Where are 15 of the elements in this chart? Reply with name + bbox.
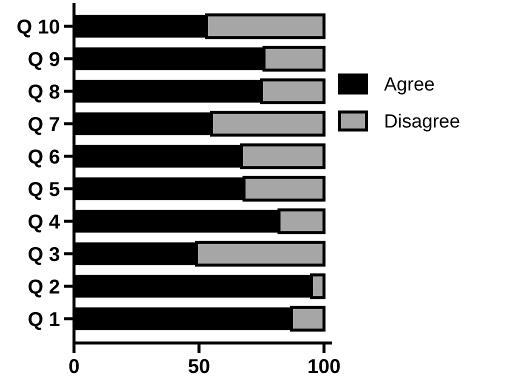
y-tick-label: Q 1	[28, 308, 60, 331]
x-tick-label: 50	[188, 356, 210, 378]
legend-label: Disagree	[384, 112, 460, 133]
y-tick-label: Q 3	[28, 244, 60, 266]
x-tick-label: 0	[68, 356, 80, 378]
y-tick-label: Q 10	[16, 16, 60, 38]
y-tick-label: Q 7	[28, 114, 60, 136]
x-tick-label: 100	[307, 356, 341, 378]
y-tick-label: Q 2	[28, 276, 60, 298]
y-tick-label: Q 9	[28, 48, 60, 71]
legend-label: Agree	[384, 74, 435, 96]
y-tick-label: Q 5	[28, 178, 60, 201]
y-tick-label: Q 6	[28, 146, 60, 168]
y-tick-label: Q 8	[28, 81, 60, 104]
y-tick-label: Q 4	[28, 211, 61, 234]
